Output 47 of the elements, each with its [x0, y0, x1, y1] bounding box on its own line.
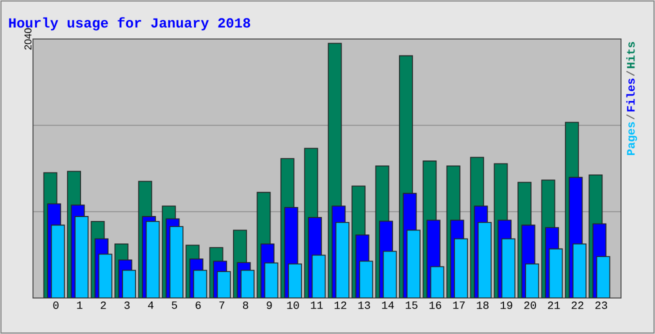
x-tick-label: 9 — [266, 302, 272, 309]
x-tick-label: 18 — [476, 302, 489, 309]
bar — [98, 254, 112, 298]
text: Hits — [626, 42, 635, 68]
x-tick-label: 19 — [500, 302, 512, 309]
x-tick-label: 0 — [53, 302, 59, 309]
y-tick-label: 2040 — [24, 28, 32, 50]
bar — [74, 216, 89, 298]
x-tick-label: 10 — [287, 302, 299, 309]
x-tick-label: 2 — [100, 302, 106, 309]
bar — [548, 248, 563, 298]
x-tick-label: 3 — [124, 302, 130, 309]
bar — [382, 250, 397, 298]
x-tick-label: 6 — [196, 302, 201, 309]
bar — [454, 238, 468, 298]
x-tick-label: 14 — [382, 302, 394, 309]
x-tick-label: 12 — [334, 302, 346, 309]
x-tick-label: 13 — [358, 302, 370, 309]
bar — [312, 254, 326, 298]
x-tick-label: 17 — [453, 302, 465, 309]
x-tick-label: 5 — [172, 302, 178, 309]
x-tick-label: 23 — [595, 302, 608, 309]
text: Files — [626, 78, 635, 112]
bar — [50, 224, 65, 298]
x-tick-label: 15 — [406, 302, 418, 309]
bar — [572, 243, 586, 298]
x-tick-label: 1 — [77, 302, 82, 309]
text: Pages — [627, 122, 638, 156]
x-tick-label: 20 — [524, 302, 536, 309]
x-tick-label: 7 — [219, 302, 224, 309]
bar — [264, 262, 278, 298]
bar — [169, 226, 184, 298]
bar — [335, 222, 350, 298]
x-tick-label: 4 — [148, 302, 154, 309]
x-tick-label: 16 — [429, 302, 442, 309]
bar — [146, 220, 160, 298]
bar — [596, 256, 610, 298]
x-tick-label: 11 — [310, 302, 323, 309]
chart-title: Hourly usage for January 2018 — [9, 17, 250, 30]
bar — [406, 230, 421, 298]
x-tick-label: 21 — [548, 302, 560, 309]
bar — [359, 260, 374, 298]
bar — [430, 266, 444, 298]
bar — [478, 222, 492, 298]
x-tick-label: 22 — [572, 302, 584, 309]
bar — [501, 238, 516, 298]
x-tick-label: 8 — [243, 302, 248, 309]
